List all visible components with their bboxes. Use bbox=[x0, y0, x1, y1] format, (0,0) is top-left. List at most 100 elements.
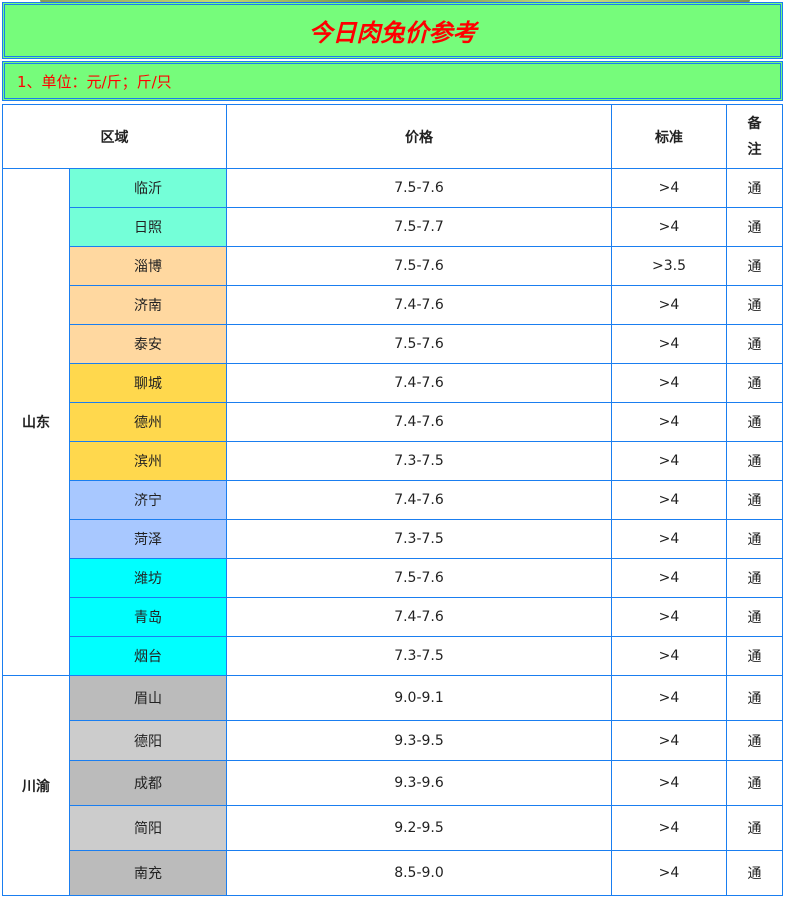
table-row: 淄博 7.5-7.6 >3.5 通 bbox=[3, 246, 783, 286]
remark-cell: 通 bbox=[726, 363, 783, 403]
standard-cell: >4 bbox=[611, 760, 727, 806]
standard-cell: >4 bbox=[611, 850, 727, 896]
table-row: 青岛 7.4-7.6 >4 通 bbox=[3, 597, 783, 637]
price-cell: 7.5-7.6 bbox=[226, 324, 612, 364]
city-cell: 简阳 bbox=[69, 805, 227, 851]
table-row: 烟台 7.3-7.5 >4 通 bbox=[3, 636, 783, 676]
table-row: 聊城 7.4-7.6 >4 通 bbox=[3, 363, 783, 403]
table-row: 南充 8.5-9.0 >4 通 bbox=[3, 850, 783, 896]
table-row: 济宁 7.4-7.6 >4 通 bbox=[3, 480, 783, 520]
unit-note: 1、单位：元/斤；斤/只 bbox=[2, 61, 783, 101]
price-cell: 7.4-7.6 bbox=[226, 363, 612, 403]
region-name: 川渝 bbox=[2, 675, 70, 896]
table-row: 简阳 9.2-9.5 >4 通 bbox=[3, 805, 783, 851]
price-cell: 9.2-9.5 bbox=[226, 805, 612, 851]
table-row: 日照 7.5-7.7 >4 通 bbox=[3, 207, 783, 247]
standard-cell: >4 bbox=[611, 597, 727, 637]
remark-cell: 通 bbox=[726, 636, 783, 676]
table-row: 山东 临沂 7.5-7.6 >4 通 bbox=[2, 168, 783, 676]
remark-cell: 通 bbox=[726, 168, 783, 208]
header-price: 价格 bbox=[226, 104, 612, 169]
standard-cell: >3.5 bbox=[611, 246, 727, 286]
price-cell: 7.3-7.5 bbox=[226, 441, 612, 481]
standard-cell: >4 bbox=[611, 363, 727, 403]
standard-cell: >4 bbox=[611, 441, 727, 481]
city-cell: 济南 bbox=[69, 285, 227, 325]
price-cell: 7.5-7.6 bbox=[226, 558, 612, 598]
standard-cell: >4 bbox=[611, 324, 727, 364]
price-cell: 9.3-9.5 bbox=[226, 720, 612, 761]
city-cell: 菏泽 bbox=[69, 519, 227, 559]
city-cell: 淄博 bbox=[69, 246, 227, 286]
city-cell: 日照 bbox=[69, 207, 227, 247]
table-row: 济南 7.4-7.6 >4 通 bbox=[3, 285, 783, 325]
price-cell: 7.4-7.6 bbox=[226, 285, 612, 325]
price-cell: 9.3-9.6 bbox=[226, 760, 612, 806]
remark-cell: 通 bbox=[726, 760, 783, 806]
standard-cell: >4 bbox=[611, 285, 727, 325]
remark-cell: 通 bbox=[726, 246, 783, 286]
standard-cell: >4 bbox=[611, 168, 727, 208]
page-title: 今日肉兔价参考 bbox=[2, 2, 783, 59]
standard-cell: >4 bbox=[611, 402, 727, 442]
city-cell: 德州 bbox=[69, 402, 227, 442]
header-remark: 备注 bbox=[726, 104, 783, 169]
standard-cell: >4 bbox=[611, 207, 727, 247]
table-row: 菏泽 7.3-7.5 >4 通 bbox=[3, 519, 783, 559]
remark-cell: 通 bbox=[726, 675, 783, 721]
table-header: 区域 价格 标准 备注 bbox=[2, 104, 783, 169]
price-cell: 7.5-7.7 bbox=[226, 207, 612, 247]
price-table: 区域 价格 标准 备注 山东 临沂 7.5-7.6 >4 通日照 7.5-7.7 >4 通淄博… bbox=[2, 104, 783, 896]
remark-cell: 通 bbox=[726, 805, 783, 851]
standard-cell: >4 bbox=[611, 675, 727, 721]
city-cell: 眉山 bbox=[69, 675, 227, 721]
city-cell: 泰安 bbox=[69, 324, 227, 364]
price-cell: 9.0-9.1 bbox=[226, 675, 612, 721]
header-region: 区域 bbox=[2, 104, 227, 169]
price-cell: 7.3-7.5 bbox=[226, 636, 612, 676]
city-cell: 滨州 bbox=[69, 441, 227, 481]
standard-cell: >4 bbox=[611, 720, 727, 761]
table-row: 德州 7.4-7.6 >4 通 bbox=[3, 402, 783, 442]
city-cell: 聊城 bbox=[69, 363, 227, 403]
standard-cell: >4 bbox=[611, 805, 727, 851]
table-row: 泰安 7.5-7.6 >4 通 bbox=[3, 324, 783, 364]
remark-cell: 通 bbox=[726, 285, 783, 325]
table-row: 滨州 7.3-7.5 >4 通 bbox=[3, 441, 783, 481]
standard-cell: >4 bbox=[611, 636, 727, 676]
standard-cell: >4 bbox=[611, 480, 727, 520]
table-row: 潍坊 7.5-7.6 >4 通 bbox=[3, 558, 783, 598]
remark-cell: 通 bbox=[726, 324, 783, 364]
standard-cell: >4 bbox=[611, 519, 727, 559]
table-row: 成都 9.3-9.6 >4 通 bbox=[3, 760, 783, 806]
price-cell: 7.4-7.6 bbox=[226, 402, 612, 442]
city-cell: 烟台 bbox=[69, 636, 227, 676]
price-cell: 7.5-7.6 bbox=[226, 246, 612, 286]
city-cell: 潍坊 bbox=[69, 558, 227, 598]
price-cell: 7.4-7.6 bbox=[226, 597, 612, 637]
price-cell: 7.3-7.5 bbox=[226, 519, 612, 559]
price-cell: 7.5-7.6 bbox=[226, 168, 612, 208]
remark-cell: 通 bbox=[726, 519, 783, 559]
remark-cell: 通 bbox=[726, 720, 783, 761]
city-cell: 南充 bbox=[69, 850, 227, 896]
standard-cell: >4 bbox=[611, 558, 727, 598]
city-cell: 成都 bbox=[69, 760, 227, 806]
price-cell: 8.5-9.0 bbox=[226, 850, 612, 896]
city-cell: 临沂 bbox=[69, 168, 227, 208]
table-row: 德阳 9.3-9.5 >4 通 bbox=[3, 720, 783, 761]
price-cell: 7.4-7.6 bbox=[226, 480, 612, 520]
header-standard: 标准 bbox=[611, 104, 727, 169]
city-cell: 济宁 bbox=[69, 480, 227, 520]
remark-cell: 通 bbox=[726, 597, 783, 637]
remark-cell: 通 bbox=[726, 441, 783, 481]
city-cell: 青岛 bbox=[69, 597, 227, 637]
region-name: 山东 bbox=[2, 168, 70, 676]
city-cell: 德阳 bbox=[69, 720, 227, 761]
remark-cell: 通 bbox=[726, 480, 783, 520]
remark-cell: 通 bbox=[726, 558, 783, 598]
remark-cell: 通 bbox=[726, 850, 783, 896]
remark-cell: 通 bbox=[726, 402, 783, 442]
table-row: 川渝 眉山 9.0-9.1 >4 通 bbox=[2, 675, 783, 896]
remark-cell: 通 bbox=[726, 207, 783, 247]
